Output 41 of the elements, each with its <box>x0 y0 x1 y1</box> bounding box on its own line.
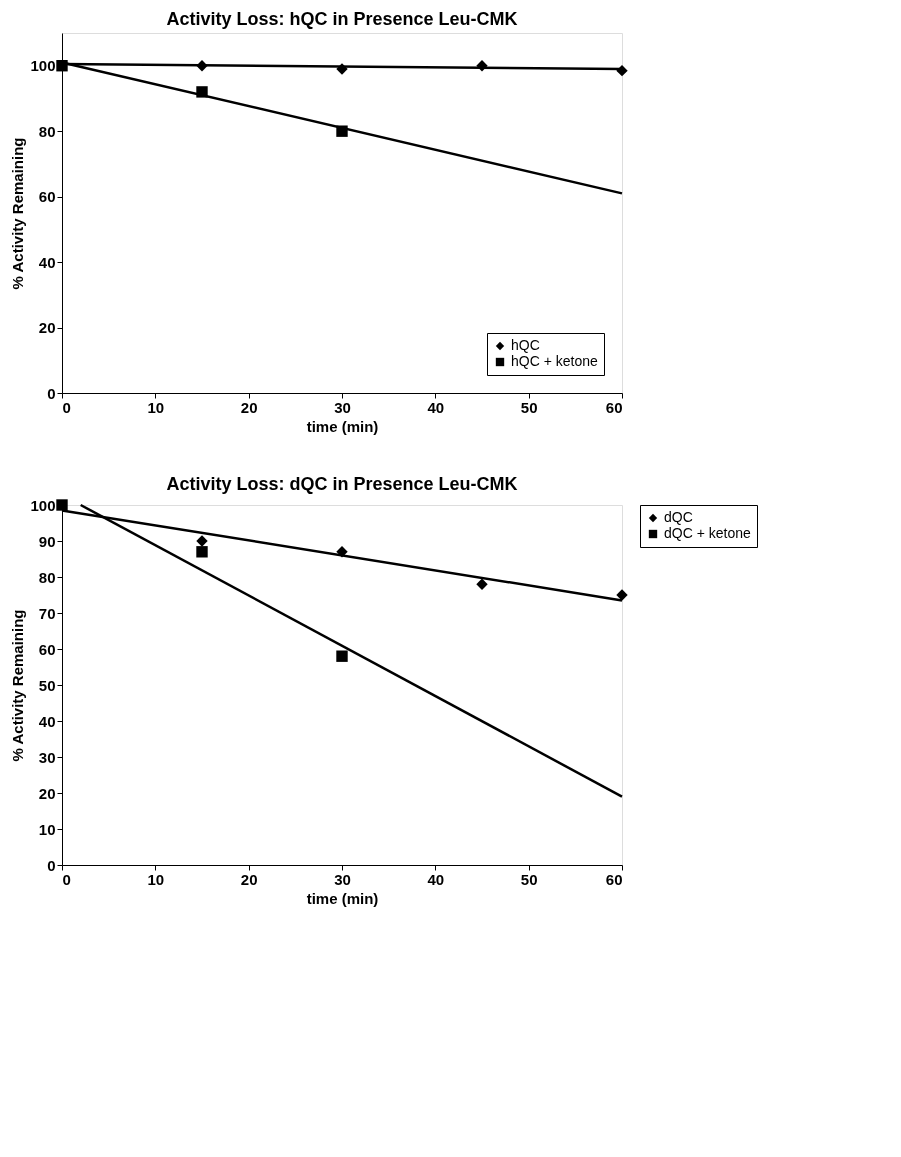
y-tick-label: 100 <box>30 496 56 514</box>
y-tick-label: 100 <box>30 57 56 75</box>
y-tick-label: 0 <box>47 856 56 874</box>
x-tick-label: 20 <box>240 870 258 888</box>
y-tick-label: 90 <box>38 532 56 550</box>
legend-label: dQC <box>664 509 693 525</box>
x-tick-label: 50 <box>520 398 538 416</box>
y-tick-label: 0 <box>47 384 56 402</box>
chart-title: Activity Loss: hQC in Presence Leu-CMK <box>166 9 518 29</box>
y-tick-label: 50 <box>38 676 56 694</box>
legend-label: hQC + ketone <box>511 353 598 369</box>
legend-label: dQC + ketone <box>664 525 751 541</box>
y-tick-label: 40 <box>38 712 56 730</box>
y-tick-label: 70 <box>38 604 56 622</box>
y-axis-title: % Activity Remaining <box>9 609 27 762</box>
x-tick-label: 60 <box>605 870 623 888</box>
x-tick-label: 0 <box>62 870 71 888</box>
chart-title: Activity Loss: dQC in Presence Leu-CMK <box>166 474 518 494</box>
y-tick-label: 60 <box>38 188 56 206</box>
y-axis-title: % Activity Remaining <box>9 137 27 290</box>
y-tick-label: 30 <box>38 748 56 766</box>
x-axis-title: time (min) <box>306 889 379 907</box>
x-tick-label: 10 <box>147 398 165 416</box>
y-tick-label: 10 <box>38 820 56 838</box>
x-tick-label: 40 <box>427 870 445 888</box>
x-tick-label: 60 <box>605 398 623 416</box>
y-tick-label: 20 <box>38 784 56 802</box>
x-tick-label: 30 <box>334 870 351 888</box>
x-tick-label: 40 <box>427 398 445 416</box>
x-tick-label: 10 <box>147 870 165 888</box>
x-tick-label: 0 <box>62 398 71 416</box>
y-tick-label: 20 <box>38 319 56 337</box>
x-tick-label: 20 <box>240 398 258 416</box>
legend-label: hQC <box>511 337 540 353</box>
x-tick-label: 30 <box>334 398 351 416</box>
x-axis-title: time (min) <box>306 417 379 435</box>
x-tick-label: 50 <box>520 870 538 888</box>
y-tick-label: 80 <box>38 122 56 140</box>
y-tick-label: 60 <box>38 640 56 658</box>
y-tick-label: 40 <box>38 253 56 271</box>
y-tick-label: 80 <box>38 568 56 586</box>
